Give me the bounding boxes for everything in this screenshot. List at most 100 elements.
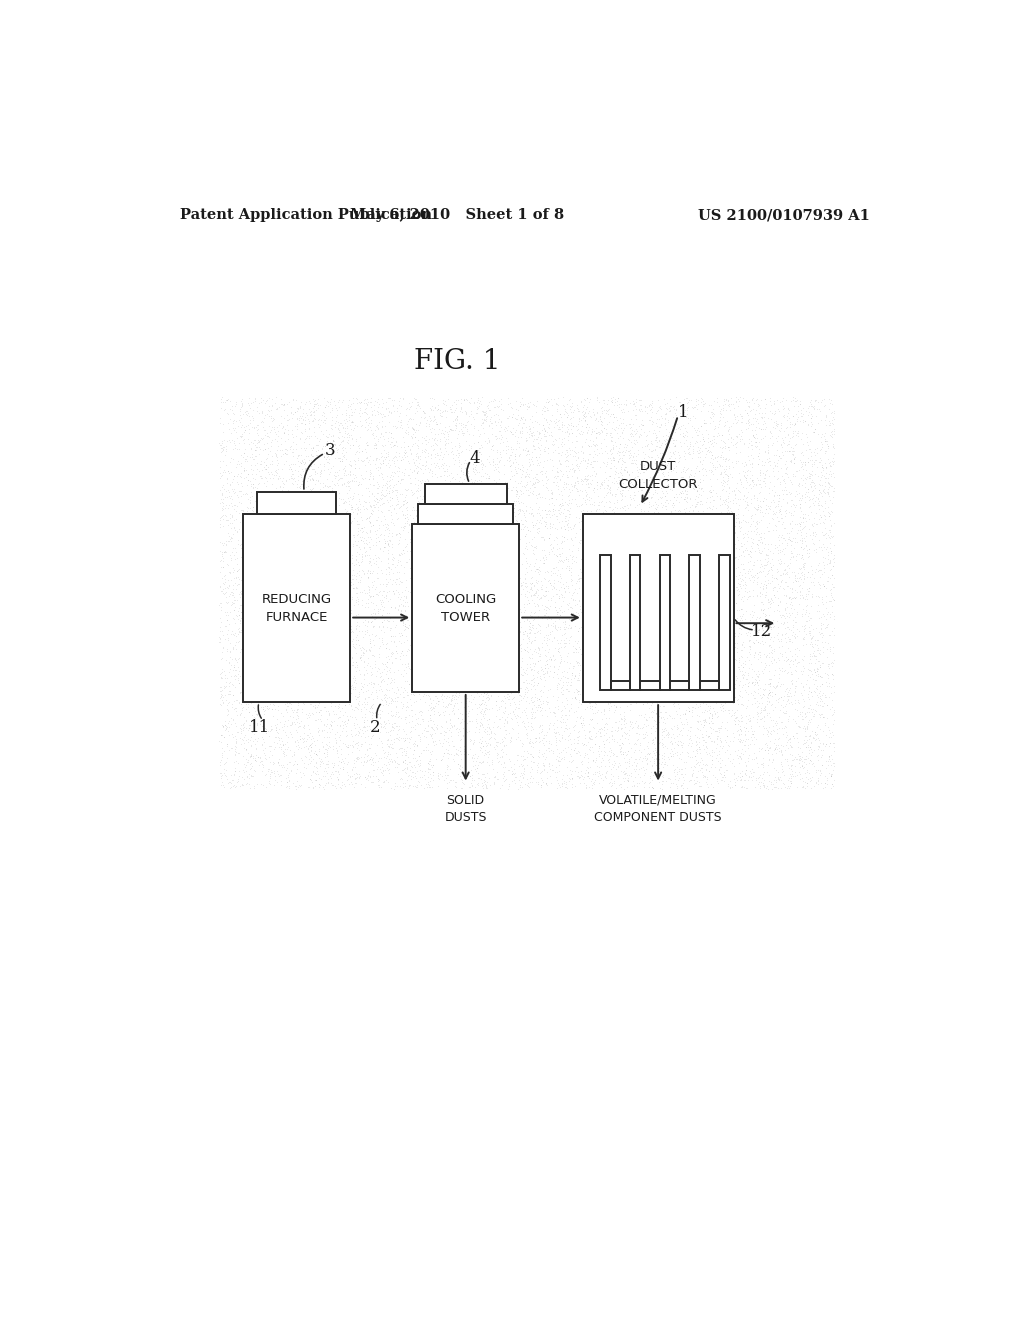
Point <box>734 710 751 731</box>
Point <box>465 508 481 529</box>
Point <box>444 491 461 512</box>
Point <box>814 458 830 479</box>
Point <box>816 425 833 446</box>
Point <box>373 591 389 612</box>
Point <box>269 651 286 672</box>
Point <box>694 620 711 642</box>
Point <box>449 463 465 484</box>
Point <box>616 607 633 628</box>
Point <box>334 474 350 495</box>
Point <box>623 519 639 540</box>
Point <box>673 392 689 413</box>
Point <box>652 395 669 416</box>
Point <box>814 457 830 478</box>
Point <box>553 624 569 645</box>
Point <box>285 557 301 578</box>
Point <box>757 611 773 632</box>
Point <box>286 686 302 708</box>
Point <box>599 661 615 682</box>
Point <box>562 618 579 639</box>
Point <box>214 620 230 642</box>
Point <box>798 411 814 432</box>
Point <box>620 400 636 421</box>
Point <box>397 442 414 463</box>
Point <box>230 597 247 618</box>
Point <box>292 477 308 498</box>
Point <box>825 545 842 566</box>
Point <box>284 420 300 441</box>
Point <box>736 574 753 595</box>
Point <box>774 744 791 766</box>
Point <box>588 463 604 484</box>
Point <box>702 440 719 461</box>
Point <box>662 565 678 586</box>
Point <box>630 689 646 710</box>
Point <box>692 597 709 618</box>
Point <box>824 725 841 746</box>
Point <box>392 737 409 758</box>
Point <box>510 777 526 799</box>
Point <box>524 536 541 557</box>
Point <box>628 755 644 776</box>
Point <box>238 459 254 480</box>
Point <box>452 741 468 762</box>
Point <box>805 752 821 774</box>
Point <box>385 717 401 738</box>
Point <box>597 513 613 535</box>
Point <box>529 432 546 453</box>
Point <box>603 721 620 742</box>
Point <box>677 479 693 500</box>
Point <box>587 606 603 627</box>
Point <box>813 409 829 430</box>
Point <box>610 450 627 471</box>
Point <box>797 589 813 610</box>
Point <box>552 544 568 565</box>
Point <box>359 591 376 612</box>
Point <box>617 393 634 414</box>
Point <box>543 739 559 760</box>
Point <box>426 486 442 507</box>
Point <box>343 696 359 717</box>
Point <box>494 498 510 519</box>
Point <box>601 490 617 511</box>
Point <box>524 543 541 564</box>
Point <box>804 560 820 581</box>
Point <box>213 441 229 462</box>
Point <box>538 504 554 525</box>
Point <box>257 404 273 425</box>
Point <box>759 516 775 537</box>
Point <box>394 494 411 515</box>
Point <box>425 659 441 680</box>
Point <box>376 492 392 513</box>
Point <box>579 470 595 491</box>
Point <box>415 400 431 421</box>
Point <box>303 401 319 422</box>
Point <box>738 589 755 610</box>
Point <box>266 510 283 531</box>
Point <box>777 500 794 521</box>
Point <box>427 428 443 449</box>
Point <box>409 543 425 564</box>
Point <box>722 664 738 685</box>
Point <box>384 477 400 498</box>
Point <box>669 622 685 643</box>
Point <box>537 545 553 566</box>
Point <box>348 733 365 754</box>
Point <box>710 609 726 630</box>
Point <box>523 743 540 764</box>
Point <box>581 436 597 457</box>
Point <box>572 470 589 491</box>
Point <box>245 541 261 562</box>
Point <box>660 686 677 708</box>
Point <box>434 572 451 593</box>
Point <box>664 510 680 531</box>
Point <box>633 499 649 520</box>
Point <box>809 684 825 705</box>
Point <box>458 539 474 560</box>
Point <box>240 634 256 655</box>
Point <box>554 661 570 682</box>
Point <box>625 504 641 525</box>
Point <box>425 527 441 548</box>
Point <box>794 648 810 669</box>
Point <box>529 463 546 484</box>
